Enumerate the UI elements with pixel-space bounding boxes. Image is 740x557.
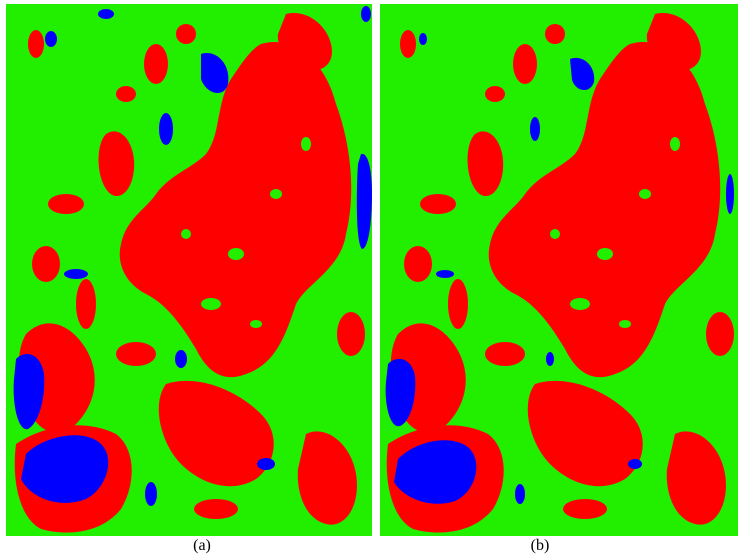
water-body-north [201, 53, 229, 94]
water-body-west [385, 358, 416, 427]
urban-region-strip [98, 131, 135, 197]
water-bodies [13, 6, 372, 506]
map-b-canvas [380, 4, 738, 536]
urban-region-east-south [297, 431, 357, 525]
urban-region-east-south [666, 431, 726, 525]
water-body-southwest [394, 440, 477, 504]
panel-label-a: (a) [193, 537, 211, 554]
urban-region-south [527, 380, 643, 487]
water-body-southwest [21, 435, 109, 503]
water-bodies [385, 33, 734, 504]
urban-region-main [119, 42, 352, 378]
urban-region-north [646, 13, 701, 71]
urban-region-north [277, 13, 332, 71]
water-body-east [356, 153, 372, 249]
urban-region-south [158, 380, 274, 487]
vegetation-patches [181, 137, 311, 328]
classification-map-b [380, 4, 738, 536]
urban-fragments [400, 24, 734, 519]
classification-map-a [6, 4, 372, 536]
water-body-north [570, 57, 595, 91]
urban-region-main [488, 42, 721, 378]
water-body-west [13, 354, 45, 430]
urban-region-strip [467, 131, 504, 197]
urban-fragments [28, 24, 365, 519]
vegetation-patches [550, 137, 680, 328]
panel-label-b: (b) [530, 537, 550, 554]
map-a-canvas [6, 4, 372, 536]
